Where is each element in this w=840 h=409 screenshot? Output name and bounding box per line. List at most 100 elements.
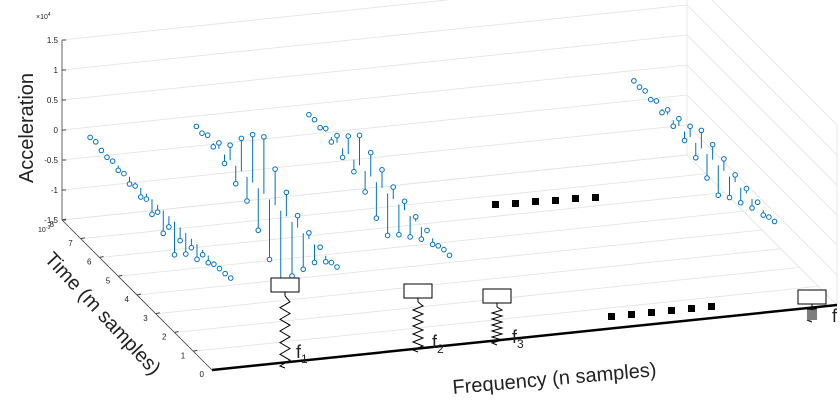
stem-marker [446, 252, 453, 259]
stem-marker [188, 244, 195, 251]
stem-marker [766, 214, 772, 220]
stem-marker [664, 107, 671, 113]
stem-marker [87, 134, 93, 141]
spring [411, 301, 425, 353]
grid-line [61, 64, 688, 131]
grid-line [61, 94, 688, 161]
stem-marker [222, 270, 228, 277]
z-tick-label: 1 [54, 66, 59, 75]
stem-marker [418, 236, 425, 242]
t-tick-label: 2 [162, 333, 167, 342]
stem-marker [272, 166, 278, 172]
stem-marker [205, 259, 212, 266]
stem-marker [160, 230, 167, 237]
grid-line [711, 0, 838, 126]
stem-marker [754, 199, 761, 206]
t-tick [99, 256, 104, 258]
mass [270, 277, 300, 293]
stem-marker [166, 224, 172, 230]
mass [797, 289, 827, 305]
stem-marker [177, 237, 183, 244]
stem-marker [407, 234, 413, 240]
stem-marker [311, 259, 318, 266]
stem-marker [334, 264, 340, 270]
grid-line [99, 192, 725, 258]
z-tick-label: -0.5 [44, 156, 58, 165]
z-exponent: ×104 [36, 12, 51, 21]
stem-marker [249, 131, 256, 138]
stem-marker [390, 184, 397, 190]
stem-marker [311, 116, 318, 123]
t-tick [136, 293, 142, 296]
grid-line [686, 34, 838, 186]
stem-marker [429, 241, 436, 248]
grid-line [193, 285, 819, 352]
spring [278, 295, 291, 369]
stem-marker [294, 212, 301, 219]
stem-marker [379, 167, 385, 173]
stem-marker [328, 139, 335, 145]
grid-line [61, 34, 688, 101]
stem-marker [154, 209, 161, 215]
stem-marker [636, 84, 643, 90]
stem-marker [356, 132, 363, 139]
stem-marker [261, 134, 267, 140]
stem-marker [721, 156, 727, 162]
stem-marker [345, 133, 352, 139]
grid-line [80, 173, 706, 240]
stem-marker [328, 259, 335, 266]
t-tick-label: 7 [68, 239, 73, 248]
stem-marker [726, 194, 733, 201]
grid-line [61, 0, 451, 41]
stem-marker [171, 252, 178, 258]
z-tick-label: -1 [51, 186, 59, 195]
stem-marker [232, 180, 239, 187]
t-tick [174, 331, 179, 333]
t-tick-label: 6 [87, 258, 92, 267]
grid-line [61, 4, 688, 71]
grid-line [686, 4, 838, 156]
stem-marker [362, 189, 368, 195]
stem-marker [732, 172, 738, 178]
stem-marker [266, 256, 273, 263]
stem-marker [676, 115, 682, 122]
stem-marker [115, 167, 122, 174]
stem-marker [339, 154, 346, 161]
stem-marker [653, 98, 660, 104]
stem-marker [255, 227, 262, 234]
stem-marker [749, 205, 755, 211]
stem-marker [687, 123, 693, 130]
stem-marker [227, 142, 233, 148]
oscillator-sub: 1 [301, 352, 308, 366]
stem-marker [334, 132, 340, 139]
stem-marker [659, 109, 665, 116]
oscillator-label: f1 [296, 342, 308, 366]
stem-marker [692, 154, 699, 161]
t-tick-label: 1 [181, 351, 186, 360]
stem-marker [300, 266, 307, 273]
t-tick-label: 3 [143, 314, 148, 323]
stem-marker [221, 160, 228, 167]
stem-marker [698, 127, 705, 134]
t-tick [155, 312, 160, 315]
stem-marker [435, 243, 442, 249]
stem-marker [424, 227, 430, 234]
axes: -1.5 -1 -0.5 0 0.5 1 1.5 0 1 2 3 4 5 6 7 8 [44, 36, 838, 379]
stem-marker [715, 192, 722, 199]
stem-marker [216, 140, 222, 146]
stem-marker [743, 185, 750, 192]
stem-marker [367, 149, 374, 156]
f-label: Frequency (n samples) [452, 359, 658, 399]
stem-marker [204, 132, 211, 139]
stem-marker [92, 139, 99, 145]
stem-marker [182, 251, 189, 257]
oscillator-name: f [432, 332, 438, 352]
grid-line [686, 94, 838, 246]
stem-marker [647, 96, 654, 103]
spring [806, 307, 818, 323]
oscillator-label: f [832, 306, 838, 326]
stem-marker [412, 213, 419, 220]
stem-marker [137, 194, 144, 200]
